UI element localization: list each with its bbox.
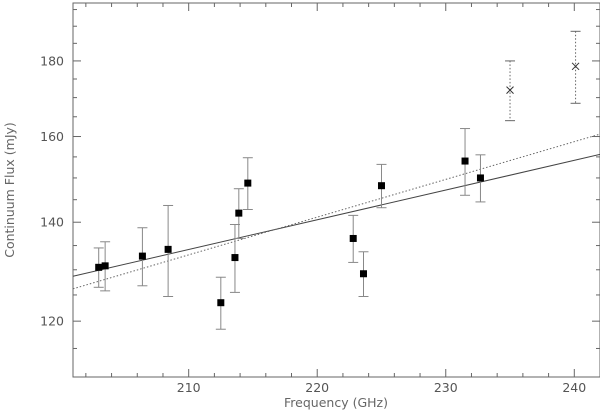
data-point-square xyxy=(377,182,385,190)
data-point-square xyxy=(476,174,484,182)
cross-stroke xyxy=(571,62,580,71)
plot-frame xyxy=(72,2,600,378)
error-bars xyxy=(93,30,581,330)
y-tick-label: 180 xyxy=(40,53,64,68)
axis-ticks: 210 220 230 240 120 140 160 180 xyxy=(40,3,600,395)
y-tick-label: 140 xyxy=(40,215,64,230)
data-point-square xyxy=(138,252,146,260)
y-tick-label: 160 xyxy=(40,129,64,144)
fit-lines xyxy=(72,133,600,290)
x-tick-label: 220 xyxy=(305,380,329,395)
x-tick-label: 230 xyxy=(434,380,458,395)
data-point-square xyxy=(244,179,252,187)
x-axis-title: Frequency (GHz) xyxy=(284,395,388,410)
data-point-square xyxy=(461,157,469,165)
data-point-square xyxy=(235,209,243,217)
data-point-square xyxy=(101,262,109,270)
data-point-square xyxy=(95,263,103,271)
data-point-square xyxy=(231,254,239,262)
data-point-square xyxy=(164,245,172,253)
y-axis-title: Continuum Flux (mJy) xyxy=(2,122,17,258)
data-point-square xyxy=(359,270,367,278)
data-point-square xyxy=(217,299,225,307)
data-point-square xyxy=(349,234,357,242)
cross-stroke xyxy=(506,86,514,94)
x-tick-label: 210 xyxy=(177,380,201,395)
data-point-cross xyxy=(571,62,580,71)
fit-line-solid xyxy=(72,153,600,277)
fit-line-dotted xyxy=(72,133,600,290)
y-tick-label: 120 xyxy=(40,314,64,329)
data-point-cross xyxy=(506,86,514,94)
data-points xyxy=(95,62,580,307)
x-tick-label: 240 xyxy=(562,380,586,395)
